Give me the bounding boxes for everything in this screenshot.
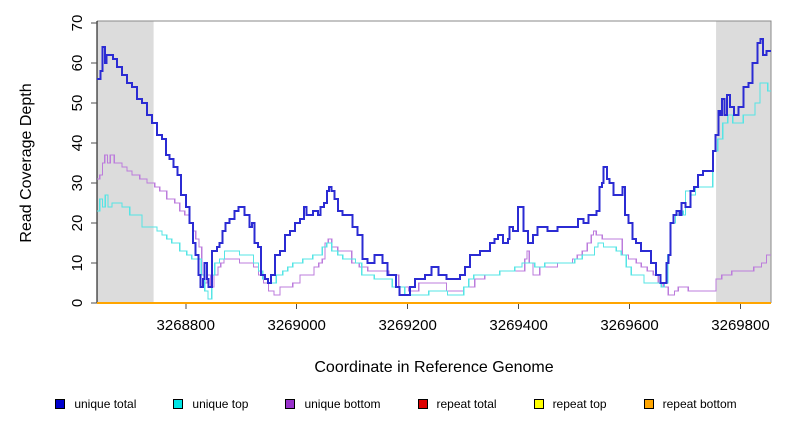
legend-item-unique-top: unique top xyxy=(173,397,248,411)
y-tick-label: 40 xyxy=(69,135,86,152)
x-tick-label: 3269400 xyxy=(489,317,547,334)
y-tick-label: 20 xyxy=(69,215,86,232)
legend-item-repeat-bottom: repeat bottom xyxy=(643,397,737,411)
series-unique-total xyxy=(97,38,771,296)
series-unique-bottom xyxy=(97,154,771,296)
series-lines xyxy=(97,38,771,304)
x-tick-label: 3269800 xyxy=(711,317,769,334)
legend-swatch-icon xyxy=(643,399,654,409)
legend-label: repeat top xyxy=(552,397,607,411)
repeat-region-shading xyxy=(97,21,771,303)
y-tick-label: 50 xyxy=(69,95,86,112)
legend-item-repeat-total: repeat total xyxy=(417,397,497,411)
legend: unique total unique top unique bottom repea… xyxy=(0,397,792,411)
y-axis: 0 10 20 30 40 50 60 70 xyxy=(69,15,97,307)
x-tick-label: 3268800 xyxy=(157,317,215,334)
legend-item-repeat-top: repeat top xyxy=(533,397,607,411)
x-axis: 3268800 3269000 3269200 3269400 3269600 32698… xyxy=(157,303,770,334)
legend-item-unique-bottom: unique bottom xyxy=(285,397,381,411)
y-tick-label: 70 xyxy=(69,15,86,32)
plot-border xyxy=(97,20,772,303)
legend-label: unique bottom xyxy=(304,397,381,411)
x-tick-label: 3269200 xyxy=(378,317,436,334)
legend-swatch-icon xyxy=(173,399,184,409)
x-axis-title: Coordinate in Reference Genome xyxy=(314,359,553,376)
y-axis-title: Read Coverage Depth xyxy=(18,83,35,242)
legend-swatch-icon xyxy=(285,399,296,409)
legend-swatch-icon xyxy=(417,399,428,409)
x-tick-label: 3269600 xyxy=(600,317,658,334)
legend-swatch-icon xyxy=(533,399,544,409)
legend-label: unique top xyxy=(192,397,249,411)
y-tick-label: 60 xyxy=(69,55,86,72)
legend-item-unique-total: unique total xyxy=(55,397,136,411)
repeat-region-left xyxy=(97,21,154,303)
repeat-region-right xyxy=(716,21,771,303)
y-tick-label: 30 xyxy=(69,175,86,192)
y-tick-label: 0 xyxy=(69,299,86,307)
legend-label: unique total xyxy=(74,397,137,411)
legend-label: repeat total xyxy=(436,397,497,411)
legend-label: repeat bottom xyxy=(662,397,737,411)
y-tick-label: 10 xyxy=(69,255,86,272)
x-tick-label: 3269000 xyxy=(268,317,326,334)
legend-swatch-icon xyxy=(55,399,66,409)
